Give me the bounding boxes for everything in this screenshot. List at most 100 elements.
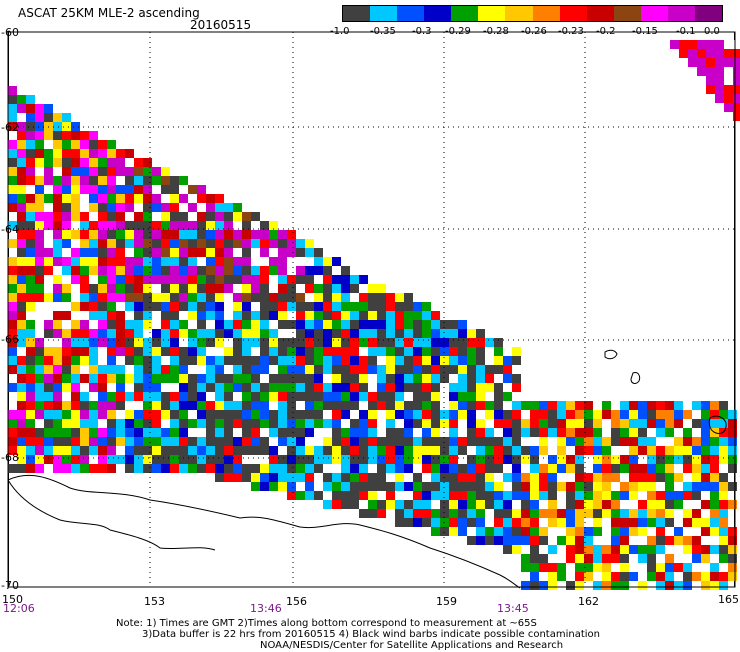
data-cell (44, 347, 53, 356)
lon-label: 150 (2, 593, 23, 606)
data-cell (197, 419, 206, 428)
data-cell (98, 455, 107, 464)
data-cell (296, 320, 305, 329)
data-cell (188, 464, 197, 473)
data-cell (143, 221, 152, 230)
data-cell (503, 374, 512, 383)
data-cell (305, 239, 314, 248)
data-cell (8, 86, 17, 95)
data-cell (620, 482, 629, 491)
data-cell (170, 221, 179, 230)
data-cell (530, 455, 539, 464)
data-cell (638, 446, 647, 455)
data-cell (629, 473, 638, 482)
data-cell (530, 482, 539, 491)
data-cell (485, 338, 494, 347)
data-cell (724, 103, 733, 112)
data-cell (476, 383, 485, 392)
data-cell (359, 491, 368, 500)
data-cell (8, 185, 17, 194)
data-cell (26, 248, 35, 257)
data-cell (359, 455, 368, 464)
data-cell (71, 176, 80, 185)
data-cell (260, 482, 269, 491)
data-cell (494, 419, 503, 428)
data-cell (467, 473, 476, 482)
data-cell (359, 428, 368, 437)
data-cell (170, 419, 179, 428)
data-cell (611, 518, 620, 527)
data-cell (8, 239, 17, 248)
data-cell (17, 311, 26, 320)
data-cell (449, 455, 458, 464)
data-cell (251, 212, 260, 221)
data-cell (449, 509, 458, 518)
data-cell (170, 203, 179, 212)
data-cell (161, 302, 170, 311)
data-cell (98, 158, 107, 167)
data-cell (332, 401, 341, 410)
data-cell (170, 347, 179, 356)
data-cell (530, 410, 539, 419)
data-cell (539, 401, 548, 410)
data-cell (53, 248, 62, 257)
island-3 (708, 415, 727, 434)
data-cell (512, 347, 521, 356)
data-cell (296, 365, 305, 374)
data-cell (53, 320, 62, 329)
data-cell (197, 410, 206, 419)
data-cell (215, 194, 224, 203)
data-cell (8, 122, 17, 131)
data-cell (71, 455, 80, 464)
data-cell (395, 347, 404, 356)
data-cell (71, 446, 80, 455)
data-cell (386, 419, 395, 428)
data-cell (296, 311, 305, 320)
color-legend-bar (342, 5, 723, 22)
data-cell (386, 500, 395, 509)
data-cell (215, 374, 224, 383)
data-cell (215, 329, 224, 338)
data-cell (143, 374, 152, 383)
data-cell (422, 437, 431, 446)
data-cell (278, 284, 287, 293)
data-cell (688, 58, 697, 67)
data-cell (512, 428, 521, 437)
data-cell (152, 446, 161, 455)
data-cell (656, 581, 665, 590)
data-cell (71, 185, 80, 194)
data-cell (269, 455, 278, 464)
data-cell (242, 320, 251, 329)
data-cell (728, 527, 737, 536)
data-cell (674, 419, 683, 428)
data-cell (611, 545, 620, 554)
data-cell (494, 365, 503, 374)
data-cell (323, 500, 332, 509)
data-cell (728, 428, 737, 437)
data-cell (35, 140, 44, 149)
data-cell (665, 509, 674, 518)
data-cell (368, 437, 377, 446)
data-cell (305, 491, 314, 500)
data-cell (665, 401, 674, 410)
data-cell (98, 293, 107, 302)
data-cell (71, 338, 80, 347)
data-cell (485, 365, 494, 374)
data-cell (53, 374, 62, 383)
data-cell (503, 410, 512, 419)
data-cell (26, 122, 35, 131)
data-cell (170, 410, 179, 419)
data-cell (35, 338, 44, 347)
data-cell (278, 437, 287, 446)
data-cell (359, 473, 368, 482)
data-cell (368, 410, 377, 419)
data-cell (332, 275, 341, 284)
data-cell (674, 455, 683, 464)
data-cell (368, 482, 377, 491)
data-cell (260, 329, 269, 338)
data-cell (188, 383, 197, 392)
data-cell (512, 455, 521, 464)
data-cell (341, 437, 350, 446)
data-cell (215, 221, 224, 230)
data-cell (539, 563, 548, 572)
